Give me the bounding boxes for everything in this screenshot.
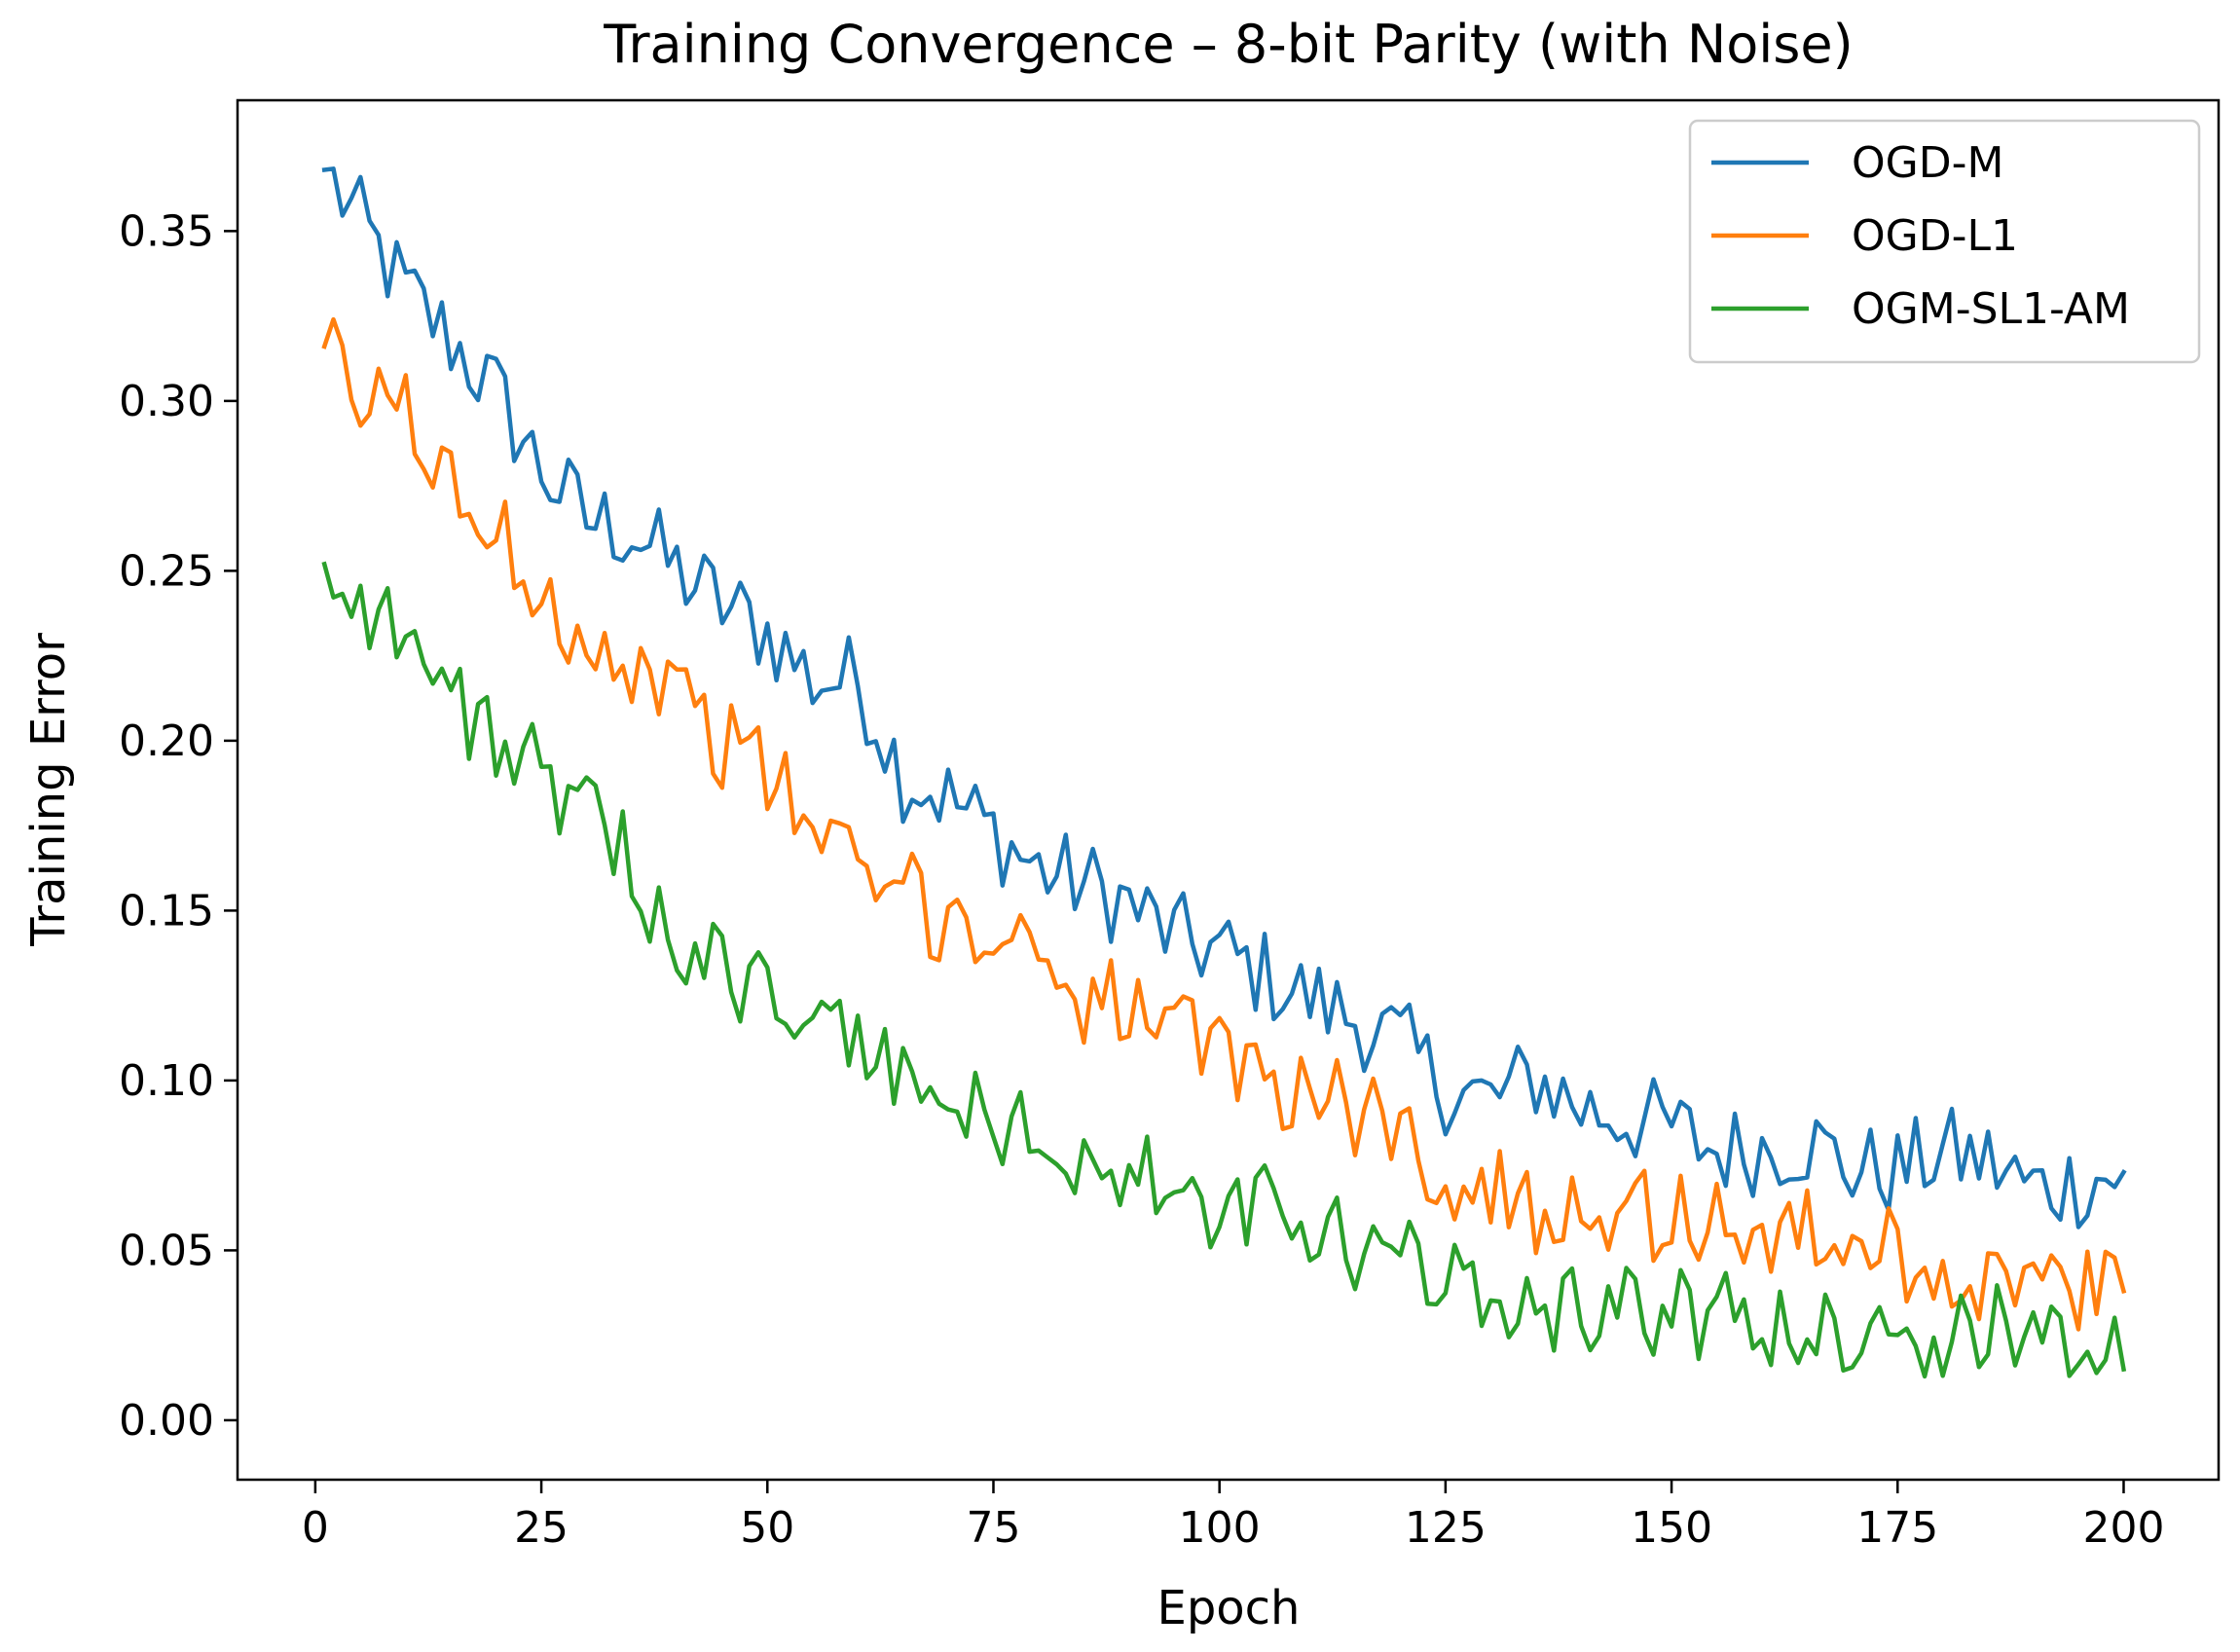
- y-tick-label: 0.25: [119, 546, 214, 596]
- x-tick-label: 150: [1631, 1503, 1712, 1553]
- x-tick-label: 50: [740, 1503, 794, 1553]
- x-axis-ticks: 0 25 50 75 100 125 150 175 200: [302, 1480, 2164, 1553]
- legend-box: [1688, 119, 2201, 364]
- x-tick-label: 100: [1179, 1503, 1261, 1553]
- series-layer: [321, 166, 2127, 1379]
- y-tick-label: 0.20: [119, 716, 214, 766]
- x-tick-label: 125: [1405, 1503, 1487, 1553]
- chart-title: Training Convergence – 8-bit Parity (wit…: [603, 14, 1853, 75]
- x-tick-label: 175: [1856, 1503, 1938, 1553]
- x-axis-label: Epoch: [1157, 1581, 1301, 1635]
- y-axis-ticks: 0.00 0.05 0.10 0.15 0.20 0.25 0.30 0.35: [119, 206, 238, 1446]
- plot-frame: [236, 98, 2221, 1482]
- x-tick-label: 0: [302, 1503, 329, 1553]
- y-axis-label: Training Error: [21, 633, 76, 947]
- y-tick-label: 0.15: [119, 886, 214, 936]
- series-line-ogd-l1: [321, 316, 2127, 1332]
- y-tick-label: 0.10: [119, 1056, 214, 1106]
- x-tick-label: 200: [2082, 1503, 2164, 1553]
- y-tick-label: 0.05: [119, 1226, 214, 1275]
- legend-label-ogm-sl1-am: OGM-SL1-AM: [1852, 284, 2130, 334]
- y-tick-label: 0.00: [119, 1396, 214, 1446]
- x-tick-label: 75: [966, 1503, 1020, 1553]
- legend: OGD-M OGD-L1 OGM-SL1-AM: [1688, 119, 2201, 364]
- series-line-ogm-sl1-am: [321, 561, 2127, 1379]
- x-tick-label: 25: [514, 1503, 569, 1553]
- series-line-ogd-m: [321, 166, 2127, 1230]
- y-tick-label: 0.30: [119, 377, 214, 426]
- y-tick-label: 0.35: [119, 206, 214, 256]
- legend-items: OGD-M OGD-L1 OGM-SL1-AM: [1711, 138, 2130, 334]
- legend-label-ogd-m: OGD-M: [1852, 138, 2003, 188]
- legend-label-ogd-l1: OGD-L1: [1852, 211, 2018, 261]
